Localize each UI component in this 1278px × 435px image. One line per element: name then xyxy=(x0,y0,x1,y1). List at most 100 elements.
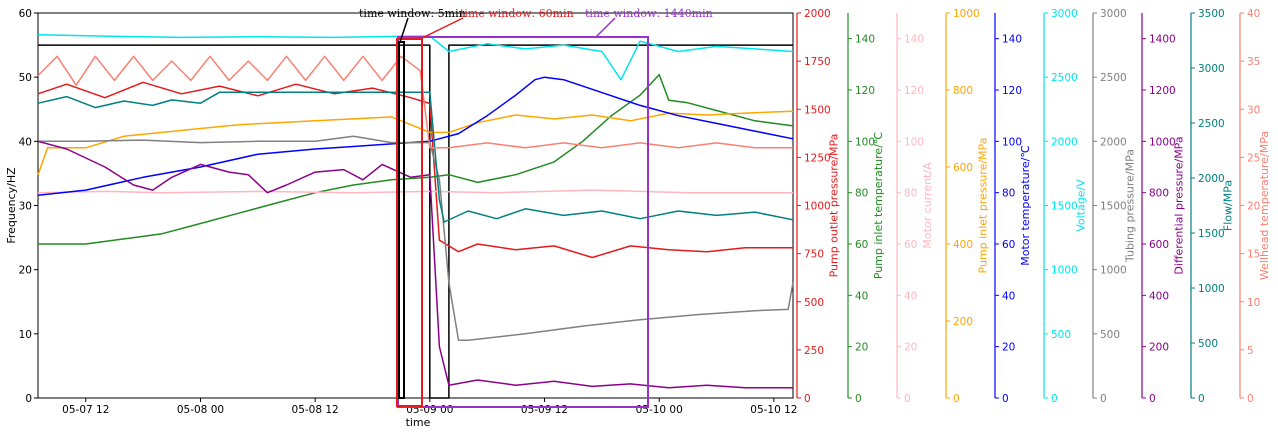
axis-label-voltage: Voltage/V xyxy=(1075,179,1088,232)
axis-tick-label-pump_inlet_pressure: 200 xyxy=(953,316,973,328)
axis-tick-label-motor_current: 140 xyxy=(904,34,924,46)
axis-label-pump_outlet: Pump outlet pressure/MPa xyxy=(828,134,841,278)
axis-tick-label-motor_current: 20 xyxy=(904,342,917,354)
series-line-voltage xyxy=(37,34,794,81)
axis-tick-label-flow: 1500 xyxy=(1198,228,1225,240)
axis-tick-label-motor_temp: 140 xyxy=(1002,34,1022,46)
axis-label-pump_inlet_pressure: Pump inlet pressure/MPa xyxy=(977,138,990,274)
axis-tick-label-wellhead_temp: 40 xyxy=(1247,8,1260,20)
x-tick-label: 05-10 12 xyxy=(750,404,797,416)
axis-label-motor_current: Motor current/A xyxy=(921,162,934,249)
axis-tick-label-flow: 2000 xyxy=(1198,173,1225,185)
axis-tick-label-diff_pressure: 1000 xyxy=(1149,136,1176,148)
x-tick-label: 05-09 12 xyxy=(521,404,568,416)
axis-tick-label-voltage: 2000 xyxy=(1051,136,1078,148)
axis-tick-label-voltage: 1500 xyxy=(1051,201,1078,213)
axis-tick-label-tubing_pressure: 2500 xyxy=(1100,72,1127,84)
plot-frame xyxy=(37,12,794,399)
axis-tick-label-motor_current: 40 xyxy=(904,290,917,302)
series-line-motor_temp xyxy=(37,76,794,196)
axis-tick-label-motor_temp: 40 xyxy=(1002,290,1015,302)
axis-tick-label-pump_outlet: 1750 xyxy=(804,56,831,68)
axis-label-motor_temp: Motor temperature/℃ xyxy=(1019,145,1032,265)
series-line-motor_current xyxy=(37,189,793,194)
time-window-5min-box xyxy=(398,41,405,399)
axis-label-flow: Flow/MPa xyxy=(1222,180,1235,231)
frequency-tick-label: 20 xyxy=(19,265,32,277)
axis-tick-label-wellhead_temp: 5 xyxy=(1247,345,1254,357)
series-line-tubing_pressure xyxy=(38,135,794,342)
axis-tick-label-wellhead_temp: 15 xyxy=(1247,249,1260,261)
time-window-1440min-box xyxy=(397,36,649,408)
frequency-tick-label: 30 xyxy=(19,201,32,213)
axis-tick-label-tubing_pressure: 1000 xyxy=(1100,265,1127,277)
axis-tick-label-diff_pressure: 600 xyxy=(1149,239,1169,251)
axis-tick-label-voltage: 0 xyxy=(1051,393,1058,405)
time-window-1440min-pointer xyxy=(595,17,616,38)
axis-tick-label-wellhead_temp: 0 xyxy=(1247,393,1254,405)
axis-tick-label-pump_inlet_temp: 60 xyxy=(855,239,868,251)
series-line-pump_outlet xyxy=(37,81,793,259)
axis-tick-label-wellhead_temp: 20 xyxy=(1247,201,1260,213)
axis-tick-label-wellhead_temp: 25 xyxy=(1247,152,1260,164)
axis-tick-label-flow: 3500 xyxy=(1198,8,1225,20)
axis-label-diff_pressure: Differential pressure/MPa xyxy=(1173,136,1186,274)
axis-tick-label-pump_outlet: 750 xyxy=(804,249,824,261)
axis-tick-label-pump_outlet: 0 xyxy=(804,393,811,405)
series-line-pump_inlet_pressure xyxy=(37,110,794,175)
axis-tick-label-pump_inlet_temp: 100 xyxy=(855,136,875,148)
axis-tick-label-flow: 3000 xyxy=(1198,63,1225,75)
series-line-pump_inlet_temp xyxy=(38,73,794,245)
axis-tick-label-motor_temp: 60 xyxy=(1002,239,1015,251)
axis-tick-label-tubing_pressure: 3000 xyxy=(1100,8,1127,20)
axis-tick-label-wellhead_temp: 30 xyxy=(1247,104,1260,116)
axis-tick-label-pump_inlet_temp: 40 xyxy=(855,290,868,302)
axis-tick-label-flow: 500 xyxy=(1198,338,1218,350)
axis-tick-label-pump_inlet_temp: 0 xyxy=(855,393,862,405)
axis-tick-label-tubing_pressure: 500 xyxy=(1100,329,1120,341)
axis-tick-label-voltage: 500 xyxy=(1051,329,1071,341)
axis-tick-label-diff_pressure: 400 xyxy=(1149,290,1169,302)
axis-tick-label-pump_inlet_pressure: 0 xyxy=(953,393,960,405)
frequency-axis-label: Frequency/HZ xyxy=(5,167,18,244)
axis-tick-label-wellhead_temp: 35 xyxy=(1247,56,1260,68)
axis-tick-label-motor_current: 0 xyxy=(904,393,911,405)
time-window-5min-label: time window: 5min xyxy=(359,7,466,20)
axis-tick-label-pump_outlet: 1500 xyxy=(804,104,831,116)
axis-tick-label-motor_current: 60 xyxy=(904,239,917,251)
time-window-5min-pointer xyxy=(399,17,409,43)
axis-tick-label-motor_current: 120 xyxy=(904,85,924,97)
axis-tick-label-pump_outlet: 250 xyxy=(804,345,824,357)
axis-tick-label-diff_pressure: 0 xyxy=(1149,393,1156,405)
axis-tick-label-wellhead_temp: 10 xyxy=(1247,297,1260,309)
axis-tick-label-diff_pressure: 800 xyxy=(1149,188,1169,200)
axis-tick-label-motor_temp: 20 xyxy=(1002,342,1015,354)
axis-tick-label-flow: 2500 xyxy=(1198,118,1225,130)
x-tick-label: 05-08 12 xyxy=(292,404,339,416)
axis-tick-label-tubing_pressure: 0 xyxy=(1100,393,1107,405)
axis-label-tubing_pressure: Tubing pressure/MPa xyxy=(1124,149,1137,263)
x-tick-label: 05-08 00 xyxy=(177,404,224,416)
axis-tick-label-motor_temp: 0 xyxy=(1002,393,1009,405)
axis-label-pump_inlet_temp: Pump inlet temperature/℃ xyxy=(872,132,885,279)
axis-tick-label-motor_current: 100 xyxy=(904,136,924,148)
axis-tick-label-voltage: 2500 xyxy=(1051,72,1078,84)
axis-tick-label-pump_outlet: 2000 xyxy=(804,8,831,20)
frequency-tick-label: 10 xyxy=(19,329,32,341)
x-tick-label: 05-07 12 xyxy=(62,404,109,416)
frequency-tick-label: 40 xyxy=(19,136,32,148)
series-line-diff_pressure xyxy=(37,140,793,389)
axis-tick-label-diff_pressure: 1400 xyxy=(1149,34,1176,46)
frequency-tick-label: 0 xyxy=(25,393,32,405)
time-window-60min-pointer xyxy=(419,17,464,40)
time-window-60min-box xyxy=(396,38,423,407)
axis-tick-label-pump_inlet_temp: 20 xyxy=(855,342,868,354)
axis-tick-label-motor_temp: 120 xyxy=(1002,85,1022,97)
axis-tick-label-voltage: 1000 xyxy=(1051,265,1078,277)
axis-tick-label-pump_inlet_pressure: 1000 xyxy=(953,8,980,20)
axis-tick-label-motor_current: 80 xyxy=(904,188,917,200)
series-line-flow xyxy=(37,91,794,223)
axis-tick-label-motor_temp: 100 xyxy=(1002,136,1022,148)
axis-tick-label-pump_inlet_pressure: 600 xyxy=(953,162,973,174)
